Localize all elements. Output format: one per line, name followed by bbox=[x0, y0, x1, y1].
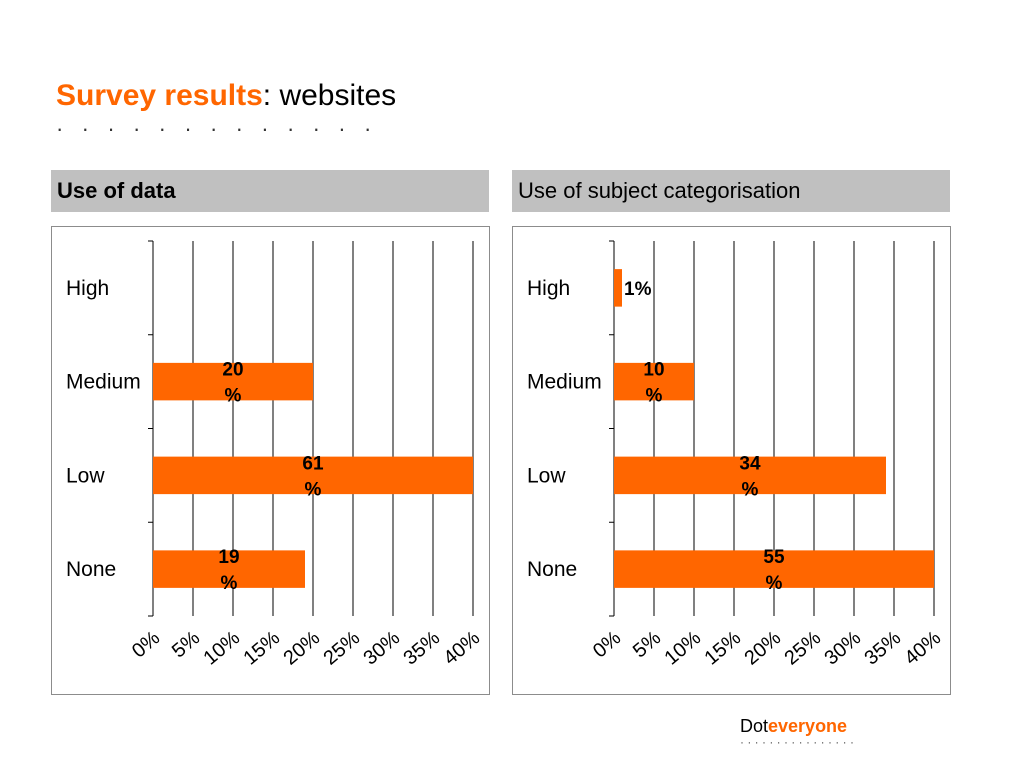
category-label-low: Low bbox=[66, 464, 105, 487]
chart-use-of-data: High Medium 20% Low 61% None 19% 0% 5% 10% 15% 20% 2… bbox=[51, 226, 490, 695]
panel-header-use-of-subject-categorisation: Use of subject categorisation bbox=[512, 170, 950, 212]
x-tick-label: 30% bbox=[359, 627, 404, 670]
category-label-medium: Medium bbox=[527, 371, 602, 394]
data-label-none: 19% bbox=[218, 547, 239, 594]
x-tick-label: 10% bbox=[660, 627, 705, 670]
dot-everyone-logo: Doteveryone bbox=[740, 716, 847, 736]
category-label-medium: Medium bbox=[66, 371, 141, 394]
page-title-accent: Survey results bbox=[56, 79, 263, 112]
x-tick-label: 5% bbox=[629, 627, 665, 663]
category-label-none: None bbox=[527, 558, 577, 581]
x-tick-label: 35% bbox=[399, 627, 444, 670]
page-title-rest: : websites bbox=[262, 79, 397, 112]
x-tick-label: 0% bbox=[589, 627, 625, 663]
x-tick-label: 0% bbox=[128, 627, 164, 663]
bar-high bbox=[614, 269, 622, 307]
category-label-low: Low bbox=[527, 464, 566, 487]
logo-part-dot: Dot bbox=[740, 716, 769, 736]
bar-low bbox=[153, 456, 473, 495]
x-tick-label: 40% bbox=[439, 627, 484, 670]
category-label-high: High bbox=[66, 277, 109, 300]
category-label-none: None bbox=[66, 558, 116, 581]
x-tick-label: 25% bbox=[319, 627, 364, 670]
x-tick-label: 5% bbox=[168, 627, 204, 663]
data-label-none: 55% bbox=[763, 547, 785, 594]
data-label-medium: 20% bbox=[222, 360, 243, 407]
bar-low bbox=[614, 456, 886, 495]
data-label-high: 1% bbox=[624, 279, 652, 300]
bar-medium bbox=[614, 362, 694, 401]
bar-none bbox=[153, 550, 305, 588]
title-dotted-rule: · · · · · · · · · · · · · bbox=[56, 116, 372, 141]
page-title: Survey results: websites bbox=[56, 78, 396, 114]
x-tick-label: 15% bbox=[239, 627, 284, 670]
x-tick-label: 10% bbox=[199, 627, 244, 670]
data-label-medium: 10% bbox=[643, 360, 664, 407]
data-label-low: 61% bbox=[302, 453, 324, 500]
x-tick-label: 30% bbox=[820, 627, 865, 670]
bar-medium bbox=[153, 362, 313, 401]
x-tick-label: 20% bbox=[279, 627, 324, 670]
logo-part-everyone: everyone bbox=[768, 716, 848, 736]
x-tick-label: 25% bbox=[780, 627, 825, 670]
logo-dotted-rule: · · · · · · · · · · · · · · · · bbox=[740, 735, 854, 749]
category-label-high: High bbox=[527, 277, 570, 300]
x-tick-label: 20% bbox=[740, 627, 785, 670]
x-tick-label: 35% bbox=[860, 627, 905, 670]
x-tick-label: 15% bbox=[700, 627, 745, 670]
bar-none bbox=[614, 550, 934, 588]
x-tick-label: 40% bbox=[900, 627, 945, 670]
data-label-low: 34% bbox=[739, 453, 761, 500]
panel-header-use-of-data: Use of data bbox=[51, 170, 489, 212]
chart-use-of-subject-categorisation: High 1% Medium 10% Low 34% None 55% 0% 5% 10% 15% 20… bbox=[512, 226, 951, 695]
